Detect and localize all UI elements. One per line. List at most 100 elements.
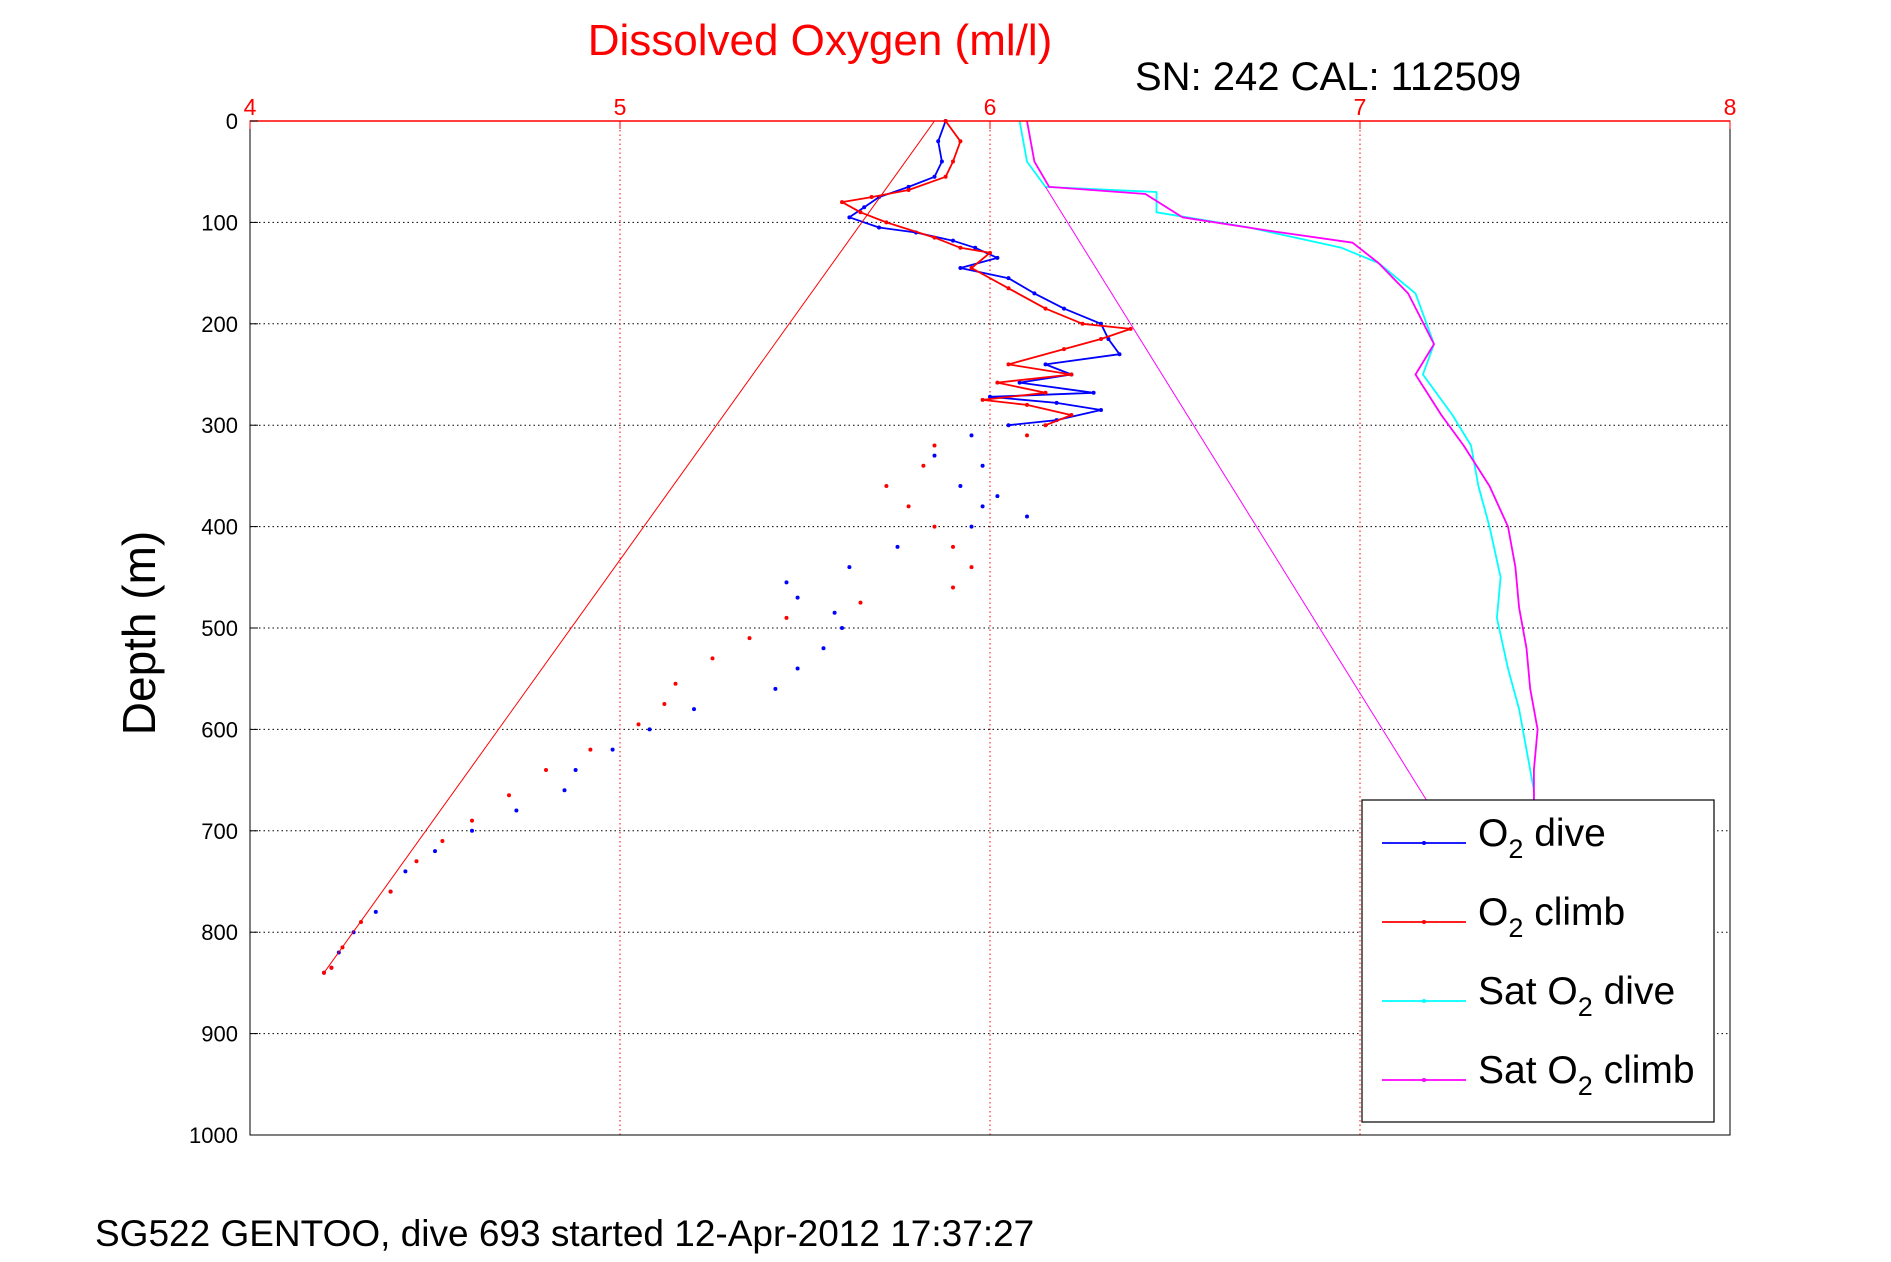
data-point-o2_dive [877, 225, 881, 230]
legend: O2 dive O2 climb Sat O2 dive Sat O2 climb [1361, 799, 1715, 1123]
y-tick-label: 0 [226, 109, 238, 134]
data-point-o2_dive_deep [1025, 514, 1029, 519]
data-point-o2_climb_deep [470, 818, 474, 823]
data-point-o2_climb [988, 250, 992, 255]
data-point-o2_climb_deep [906, 504, 911, 509]
data-point-o2_climb_deep [1025, 433, 1029, 438]
data-point-o2_dive_deep [784, 580, 789, 585]
data-point-o2_climb [1043, 423, 1048, 428]
y-tick-label: 400 [201, 515, 238, 540]
data-point-o2_climb [943, 174, 948, 179]
data-point-o2_climb [958, 139, 963, 144]
data-point-o2_climb_deep [329, 965, 334, 970]
data-point-o2_climb [1006, 362, 1011, 367]
data-point-o2_dive [1006, 423, 1011, 428]
data-point-o2_dive_deep [773, 686, 778, 691]
data-point-o2_dive [973, 245, 978, 250]
y-tick-label: 300 [201, 413, 238, 438]
data-point-o2_climb_deep [673, 681, 678, 686]
legend-marker-sat_climb [1422, 1078, 1426, 1082]
x-tick-labels: 4 5 6 7 8 [244, 94, 1737, 129]
data-point-o2_climb_deep [636, 722, 641, 727]
data-point-o2_climb [1043, 390, 1048, 395]
data-point-o2_dive_deep [969, 433, 974, 438]
data-point-o2_dive_deep [562, 788, 567, 793]
data-point-o2_climb [958, 245, 963, 250]
legend-box [1361, 799, 1715, 1123]
data-point-o2_climb [906, 187, 911, 192]
data-point-o2_climb_deep [784, 615, 789, 620]
data-point-o2_climb [1006, 286, 1011, 291]
data-point-o2_climb [951, 159, 955, 164]
data-point-o2_dive_deep [980, 463, 985, 468]
data-point-o2_climb_deep [932, 443, 937, 448]
data-point-o2_climb [1128, 326, 1133, 331]
data-point-o2_dive [1106, 337, 1111, 342]
data-point-o2_dive [1032, 291, 1037, 296]
data-point-o2_dive [1006, 276, 1011, 281]
data-point-o2_climb_deep [544, 767, 548, 772]
x-tick-label: 6 [984, 94, 997, 120]
data-point-o2_climb_deep [440, 838, 445, 843]
data-point-o2_dive [1099, 407, 1103, 412]
data-point-o2_dive_deep [610, 747, 615, 752]
data-point-o2_dive_deep [692, 707, 696, 712]
data-point-o2_climb [869, 195, 874, 200]
series-line-ref_line_red [323, 120, 935, 974]
y-tick-labels: 0 100 200 300 400 500 600 700 800 900 1000 [189, 109, 258, 1148]
data-point-o2_dive [862, 205, 867, 210]
data-point-o2_dive [1054, 400, 1059, 405]
chart-title: Dissolved Oxygen (ml/l) [588, 16, 1053, 65]
x-tick-label: 5 [614, 94, 627, 120]
data-point-o2_climb [1062, 347, 1066, 352]
legend-label-o2_dive: O2 dive [1478, 812, 1606, 864]
data-point-o2_dive_deep [840, 626, 844, 630]
data-point-o2_climb_deep [747, 636, 752, 641]
series-line-sat_dive [1018, 120, 1535, 801]
data-point-o2_climb_deep [951, 585, 955, 590]
series-line-ref_line_magenta [1045, 186, 1428, 801]
y-tick-label: 200 [201, 312, 238, 337]
data-point-o2_dive [932, 174, 937, 179]
data-point-o2_dive [951, 238, 955, 243]
y-tick-label: 600 [201, 717, 238, 742]
data-point-o2_climb_deep [414, 859, 419, 864]
footer-caption: SG522 GENTOO, dive 693 started 12-Apr-20… [95, 1213, 1034, 1254]
data-point-o2_climb [1043, 306, 1048, 311]
data-point-o2_dive [1062, 306, 1066, 311]
x-tick-label: 4 [244, 94, 257, 120]
data-point-o2_dive_deep [980, 504, 985, 509]
data-point-o2_dive [995, 255, 1000, 260]
data-point-o2_dive_deep [969, 524, 974, 529]
data-point-o2_climb_deep [710, 656, 715, 661]
legend-label-o2_climb: O2 climb [1478, 891, 1625, 943]
data-point-o2_dive_deep [795, 666, 800, 671]
data-point-o2_climb_deep [951, 544, 955, 549]
data-point-o2_climb [1069, 372, 1074, 377]
x-tick-label: 8 [1724, 94, 1737, 120]
data-point-o2_climb [995, 380, 1000, 385]
y-tick-label: 900 [201, 1022, 238, 1047]
data-point-o2_climb [1080, 321, 1085, 326]
y-tick-label: 800 [201, 920, 238, 945]
data-point-o2_dive_deep [470, 828, 474, 833]
data-point-o2_climb [980, 397, 985, 402]
data-point-o2_dive_deep [373, 909, 378, 914]
data-point-o2_climb_deep [921, 463, 926, 468]
data-point-o2_dive [1091, 390, 1096, 395]
data-point-o2_climb_deep [932, 524, 937, 529]
legend-label-sat_climb: Sat O2 climb [1478, 1049, 1695, 1101]
legend-marker-sat_dive [1422, 999, 1426, 1003]
data-point-o2_climb_deep [858, 600, 863, 605]
y-tick-label: 1000 [189, 1123, 238, 1148]
chart-subtitle: SN: 242 CAL: 112509 [1135, 55, 1521, 99]
data-point-o2_dive [1017, 380, 1022, 385]
data-point-o2_dive_deep [895, 544, 900, 549]
y-tick-label: 100 [201, 210, 238, 235]
data-point-o2_dive_deep [433, 849, 437, 854]
data-point-o2_dive_deep [821, 646, 826, 651]
data-point-o2_dive [958, 266, 963, 271]
data-point-o2_climb_deep [662, 702, 667, 707]
data-point-o2_climb_deep [588, 747, 593, 752]
data-point-o2_climb [969, 266, 974, 271]
